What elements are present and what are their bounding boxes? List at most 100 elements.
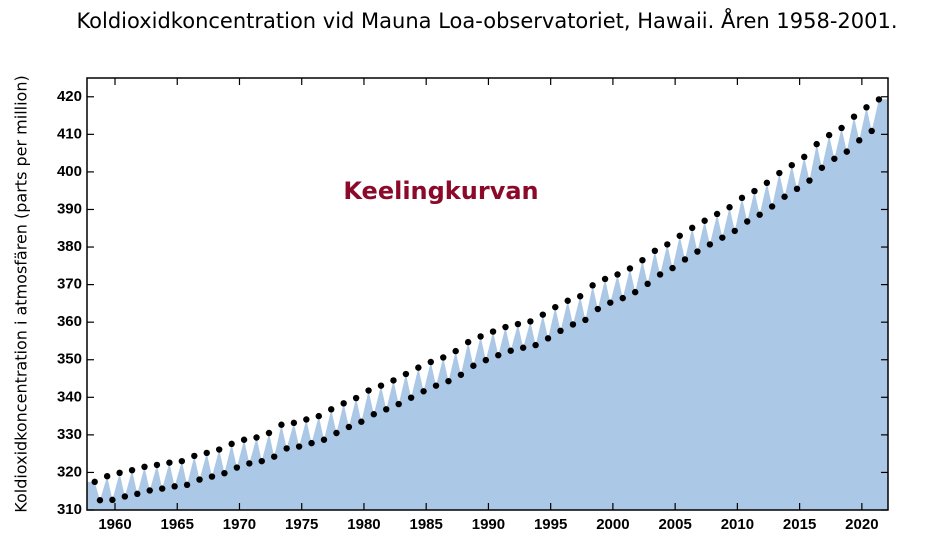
data-point bbox=[514, 320, 522, 328]
data-point bbox=[166, 459, 173, 466]
y-tick-label: 310 bbox=[57, 501, 82, 518]
data-point bbox=[141, 463, 148, 470]
data-point bbox=[283, 445, 290, 452]
data-point bbox=[719, 234, 726, 241]
data-point bbox=[519, 344, 527, 351]
data-point bbox=[390, 377, 397, 384]
data-point bbox=[544, 335, 552, 342]
data-point bbox=[340, 400, 347, 407]
data-point bbox=[191, 452, 198, 460]
data-point bbox=[532, 341, 539, 349]
data-point bbox=[470, 362, 477, 369]
data-point bbox=[868, 127, 875, 135]
data-point bbox=[208, 473, 216, 480]
data-point bbox=[477, 333, 484, 340]
data-point bbox=[831, 155, 838, 162]
data-point bbox=[738, 194, 746, 202]
x-tick-label: 1995 bbox=[534, 516, 567, 533]
data-point bbox=[781, 193, 788, 200]
data-point bbox=[527, 318, 534, 325]
data-point bbox=[240, 436, 248, 443]
y-tick-label: 410 bbox=[57, 125, 82, 142]
data-point bbox=[420, 388, 427, 395]
data-point bbox=[365, 387, 372, 394]
data-point bbox=[146, 487, 153, 494]
data-point bbox=[383, 406, 390, 413]
data-point bbox=[96, 497, 104, 504]
data-point bbox=[763, 179, 771, 187]
data-point bbox=[818, 164, 826, 171]
data-point bbox=[813, 140, 820, 148]
x-tick-label: 1970 bbox=[223, 516, 256, 533]
data-point bbox=[427, 358, 435, 366]
area bbox=[87, 99, 888, 510]
data-point bbox=[582, 316, 589, 324]
data-point bbox=[233, 464, 241, 471]
data-point bbox=[134, 490, 141, 498]
data-point bbox=[116, 469, 123, 477]
y-tick-label: 340 bbox=[57, 388, 82, 405]
data-point bbox=[664, 241, 671, 248]
data-point bbox=[706, 241, 714, 248]
data-point bbox=[215, 446, 223, 453]
data-point bbox=[726, 204, 733, 211]
data-point bbox=[457, 371, 465, 378]
plot-area: 310 320 330 340 350 360 370 380 390 400 410 420 1960… bbox=[57, 77, 889, 533]
data-point bbox=[825, 131, 833, 139]
data-point bbox=[793, 185, 801, 193]
data-point bbox=[850, 113, 858, 120]
data-point bbox=[731, 227, 738, 235]
y-tick-label: 390 bbox=[57, 200, 82, 217]
data-point bbox=[639, 256, 646, 264]
data-point bbox=[402, 370, 410, 378]
data-point bbox=[626, 265, 634, 272]
data-point bbox=[258, 457, 265, 465]
data-point bbox=[601, 275, 609, 283]
data-point bbox=[619, 294, 626, 302]
data-point bbox=[333, 429, 340, 437]
data-point bbox=[358, 418, 365, 425]
plot-frame bbox=[86, 77, 889, 511]
data-point bbox=[614, 271, 621, 278]
y-tick-label: 350 bbox=[57, 351, 82, 368]
annotation: Keelingkurvan bbox=[343, 177, 538, 205]
chart-title: Koldioxidkoncentration vid Mauna Loa-obs… bbox=[76, 7, 897, 33]
data-point bbox=[713, 210, 721, 218]
data-point bbox=[607, 299, 614, 306]
x-tick-label: 2010 bbox=[721, 516, 754, 533]
data-point bbox=[863, 104, 870, 111]
data-point bbox=[495, 352, 502, 359]
y-tick-label: 360 bbox=[57, 313, 82, 330]
data-point bbox=[502, 323, 509, 331]
data-point bbox=[788, 161, 795, 169]
data-point bbox=[246, 460, 253, 467]
x-tick-label: 1960 bbox=[98, 516, 131, 533]
data-point bbox=[676, 232, 683, 239]
data-point bbox=[557, 327, 564, 335]
data-point bbox=[564, 297, 571, 304]
data-point bbox=[751, 187, 758, 195]
data-point bbox=[295, 443, 303, 450]
data-point bbox=[271, 453, 278, 460]
x-tick-label: 1980 bbox=[347, 516, 380, 533]
data-point bbox=[432, 382, 440, 389]
data-point bbox=[221, 469, 228, 477]
data-point bbox=[552, 303, 559, 311]
data-point bbox=[328, 406, 335, 413]
data-point bbox=[768, 203, 776, 210]
data-point bbox=[806, 177, 813, 184]
x-tick-label: 1985 bbox=[410, 516, 443, 533]
x-tick-label: 2000 bbox=[596, 516, 629, 533]
data-point bbox=[744, 218, 751, 225]
data-point bbox=[776, 169, 783, 177]
data-point bbox=[265, 429, 273, 437]
data-point bbox=[315, 412, 322, 420]
data-point bbox=[278, 421, 285, 428]
data-point bbox=[489, 328, 497, 335]
data-point bbox=[594, 305, 602, 313]
x-tick-label: 2015 bbox=[783, 516, 816, 533]
data-point bbox=[121, 493, 129, 500]
data-point bbox=[507, 347, 514, 354]
data-point bbox=[669, 264, 676, 272]
